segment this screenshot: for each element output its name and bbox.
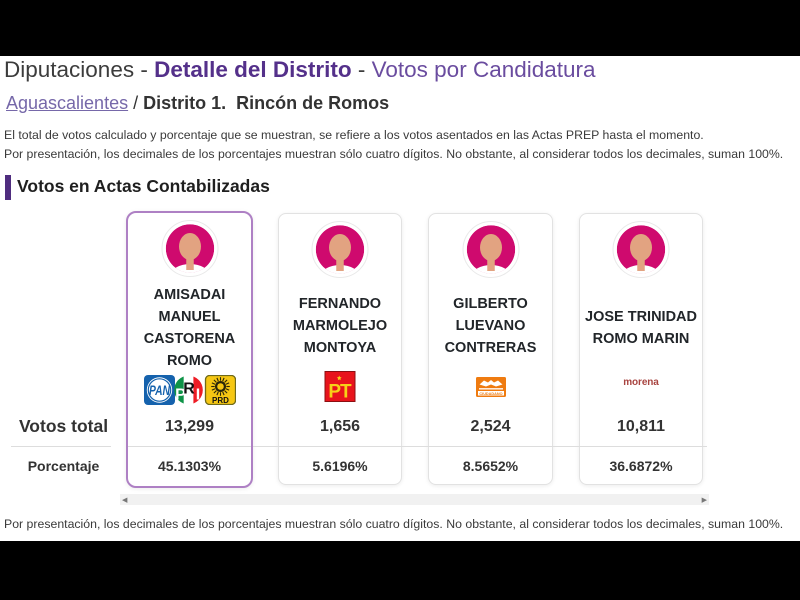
- svg-text:CIUDADANO: CIUDADANO: [479, 392, 502, 396]
- svg-text:PRD: PRD: [212, 396, 229, 405]
- svg-text:PT: PT: [328, 382, 352, 403]
- svg-text:I: I: [195, 386, 199, 403]
- svg-text:P: P: [175, 386, 186, 403]
- svg-text:PAN: PAN: [149, 383, 170, 398]
- svg-text:R: R: [183, 380, 195, 397]
